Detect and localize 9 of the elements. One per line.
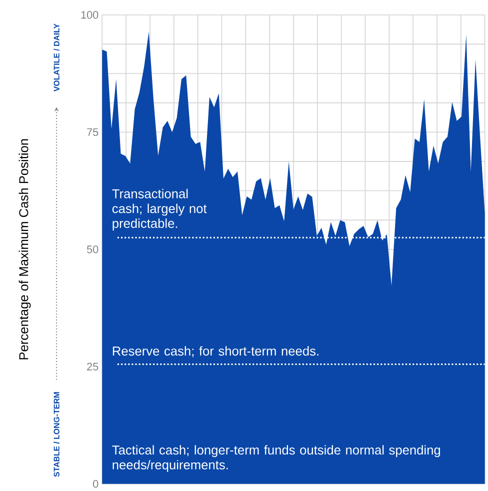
y-tick-label: 50 bbox=[86, 246, 98, 254]
ref-line-label: Reserve cash; for short-term needs. bbox=[112, 346, 318, 358]
y-tick-label: 0 bbox=[92, 480, 98, 488]
y-tick-label: 100 bbox=[81, 11, 98, 19]
y-tick-label: 25 bbox=[87, 362, 98, 370]
annotation: Tactical cash; longer-term funds outside normal spending needs/requirements. bbox=[112, 445, 440, 472]
y-tick-label: 75 bbox=[87, 128, 98, 136]
ref-line-label: Transactional cash; largely not predictable. bbox=[112, 188, 207, 230]
y-axis-title: Percentage of Maximum Cash Position bbox=[18, 139, 31, 360]
